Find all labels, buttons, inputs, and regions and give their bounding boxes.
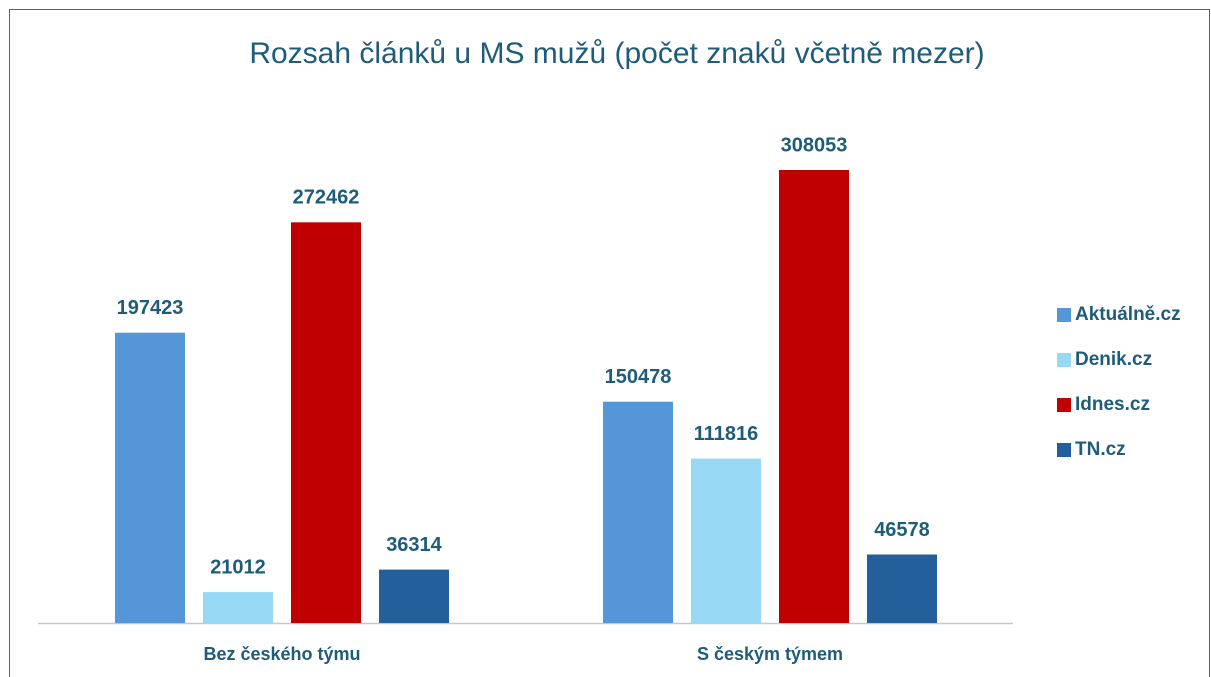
x-tick-label: S českým týmem [697,644,843,664]
legend-swatch [1057,443,1071,457]
legend-label: Denik.cz [1075,349,1152,370]
legend-label: TN.cz [1075,439,1126,460]
chart-frame [9,9,1210,677]
bar [203,592,273,623]
value-label: 46578 [874,519,930,541]
legend-swatch [1057,308,1071,322]
value-label: 308053 [781,134,848,156]
value-label: 36314 [386,534,442,556]
bar [603,401,673,623]
bar [867,554,937,623]
x-tick-label: Bez českého týmu [203,644,360,664]
bar [115,332,185,623]
bar [691,458,761,623]
bar [779,170,849,623]
value-label: 272462 [293,187,360,209]
value-label: 111816 [694,423,759,445]
legend-label: Idnes.cz [1075,394,1150,415]
value-label: 21012 [210,556,266,578]
value-label: 150478 [605,366,672,388]
bar [291,222,361,623]
legend-label: Aktuálně.cz [1075,304,1181,325]
legend-swatch [1057,353,1071,367]
legend-swatch [1057,398,1071,412]
bar [379,569,449,623]
chart-title: Rozsah článků u MS mužů (počet znaků vče… [249,37,984,70]
value-label: 197423 [117,297,184,319]
